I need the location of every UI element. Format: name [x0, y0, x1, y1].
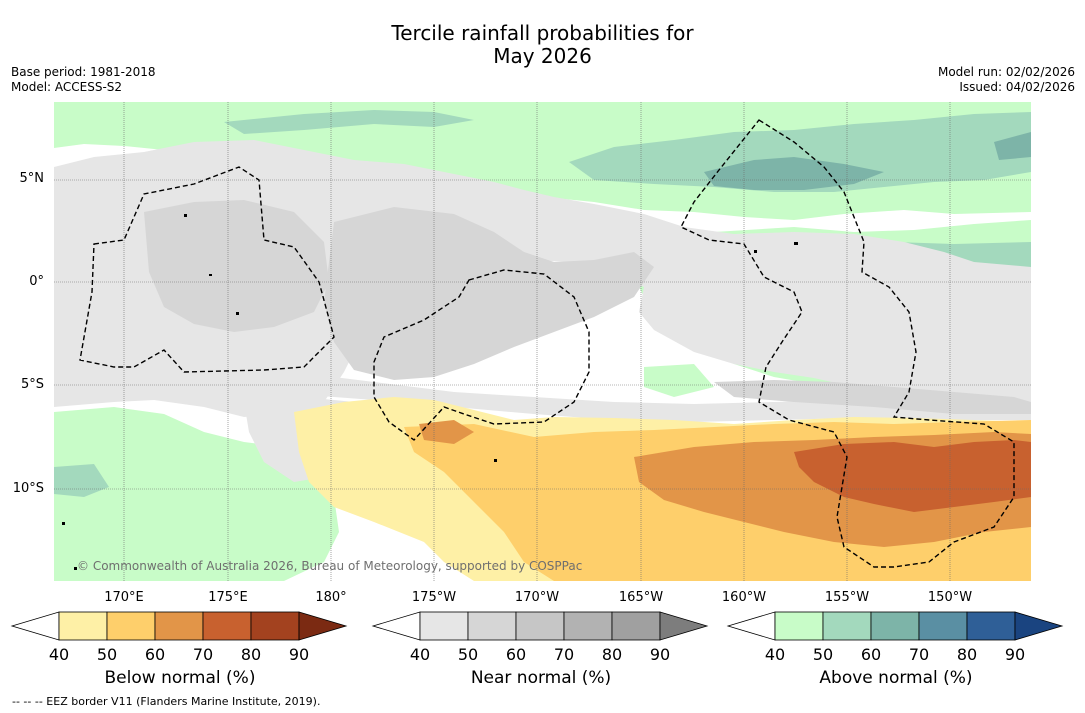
colorbar-near-extend-low — [371, 611, 421, 641]
island-markers — [62, 214, 798, 570]
lat-label-5n: 5°N — [19, 171, 45, 186]
lon-label-150w: 150°W — [927, 590, 973, 605]
model-run-date: Model run: 02/02/2026 — [937, 65, 1075, 79]
attribution-text: © Commonwealth of Australia 2026, Bureau… — [77, 559, 582, 573]
colorbar-below-segment — [250, 611, 300, 641]
colorbar-title-near: Near normal (%) — [470, 668, 612, 688]
colorbar-near-segment — [515, 611, 565, 641]
colorbar-near-tick-label: 60 — [506, 645, 526, 664]
colorbar-near-tick-label: 80 — [602, 645, 622, 664]
rainfall-map: © Commonwealth of Australia 2026, Bureau… — [54, 102, 1031, 581]
colorbar-above-tick-label: 60 — [861, 645, 881, 664]
colorbar-above-segment — [918, 611, 968, 641]
colorbar-below-segment — [58, 611, 108, 641]
colorbar-above-segment — [822, 611, 872, 641]
colorbar-below-tick-label: 80 — [241, 645, 261, 664]
lon-label-175e: 175°E — [208, 590, 248, 605]
colorbar-below-extend-low — [10, 611, 60, 641]
lon-label-165w: 165°W — [618, 590, 664, 605]
colorbar-above-tick-label: 80 — [957, 645, 977, 664]
map-title-line1: Tercile rainfall probabilities for — [391, 21, 694, 45]
colorbar-above-extend-low — [726, 611, 776, 641]
above-70-north — [704, 157, 884, 190]
colorbar-near-tick-label: 70 — [554, 645, 574, 664]
above-60-north — [569, 112, 1031, 192]
colorbar-below-segment — [154, 611, 204, 641]
colorbar-below-tick-label: 70 — [193, 645, 213, 664]
colorbar-near-extend-high — [659, 611, 709, 641]
above-60-nw-strip — [224, 110, 474, 134]
map-title-line2: May 2026 — [493, 44, 592, 68]
lon-label-170e: 170°E — [104, 590, 144, 605]
below-70-central-patch — [419, 420, 474, 444]
colorbar-above-tick-label: 50 — [813, 645, 833, 664]
colorbar-near-tick-label: 90 — [650, 645, 670, 664]
lon-label-170w: 170°W — [514, 590, 560, 605]
eez-border-phoenix — [373, 269, 590, 441]
above-60-southwest — [54, 464, 109, 497]
eez-border-line-islands — [680, 119, 1015, 568]
colorbar-near-tick-label: 50 — [458, 645, 478, 664]
colorbar-below-segment — [106, 611, 156, 641]
colorbar-above-tick-label: 40 — [765, 645, 785, 664]
colorbar-near-tick-label: 40 — [410, 645, 430, 664]
colorbar-above-tick-label: 90 — [1005, 645, 1025, 664]
colorbar-above-segment — [966, 611, 1016, 641]
near-50-east — [714, 380, 1031, 414]
colorbar-near-segment — [419, 611, 469, 641]
colorbar-near-segment — [611, 611, 661, 641]
graticule — [54, 102, 1031, 581]
near-40-central-band — [54, 140, 1031, 420]
above-70-ne — [994, 132, 1031, 160]
lat-label-10s: 10°S — [12, 481, 44, 496]
eez-border-kiribati-west — [79, 166, 335, 373]
colorbar-above-segment — [774, 611, 824, 641]
colorbar-near-segment — [563, 611, 613, 641]
colorbar-below-tick-label: 50 — [97, 645, 117, 664]
below-80-south — [794, 440, 1031, 512]
colorbar-above-segment — [870, 611, 920, 641]
colorbar-below-extend-high — [298, 611, 348, 641]
lat-label-0: 0° — [29, 274, 44, 289]
lat-label-5s: 5°S — [20, 377, 44, 392]
above-50-small-patch — [644, 364, 714, 397]
colorbar-below-tick-label: 90 — [289, 645, 309, 664]
colorbar-near-normal: 40 50 60 70 80 90 — [371, 611, 709, 664]
issued-date: Issued: 04/02/2026 — [959, 80, 1075, 94]
base-period: Base period: 1981-2018 — [11, 65, 156, 79]
colorbar-title-above: Above normal (%) — [819, 668, 973, 688]
colorbar-below-tick-label: 60 — [145, 645, 165, 664]
eez-borders — [79, 119, 1015, 568]
eez-footnote: -- -- -- EEZ border V11 (Flanders Marine… — [12, 695, 321, 708]
lon-label-175w: 175°W — [411, 590, 457, 605]
lon-label-180: 180° — [315, 590, 347, 605]
lon-label-160w: 160°W — [721, 590, 767, 605]
model-name: Model: ACCESS-S2 — [11, 80, 123, 94]
colorbar-above-tick-label: 70 — [909, 645, 929, 664]
colorbar-below-normal: 40 50 60 70 80 90 — [10, 611, 348, 664]
colorbar-below-tick-label: 40 — [49, 645, 69, 664]
colorbar-near-segment — [467, 611, 517, 641]
near-50-west — [144, 200, 329, 332]
colorbar-above-normal: 40 50 60 70 80 90 — [726, 611, 1064, 664]
near-40-lower-band — [54, 367, 1031, 422]
near-50-central — [324, 207, 654, 380]
colorbar-below-segment — [202, 611, 252, 641]
colorbar-title-below: Below normal (%) — [104, 668, 256, 688]
colorbar-above-extend-high — [1014, 611, 1064, 641]
lon-label-155w: 155°W — [824, 590, 870, 605]
